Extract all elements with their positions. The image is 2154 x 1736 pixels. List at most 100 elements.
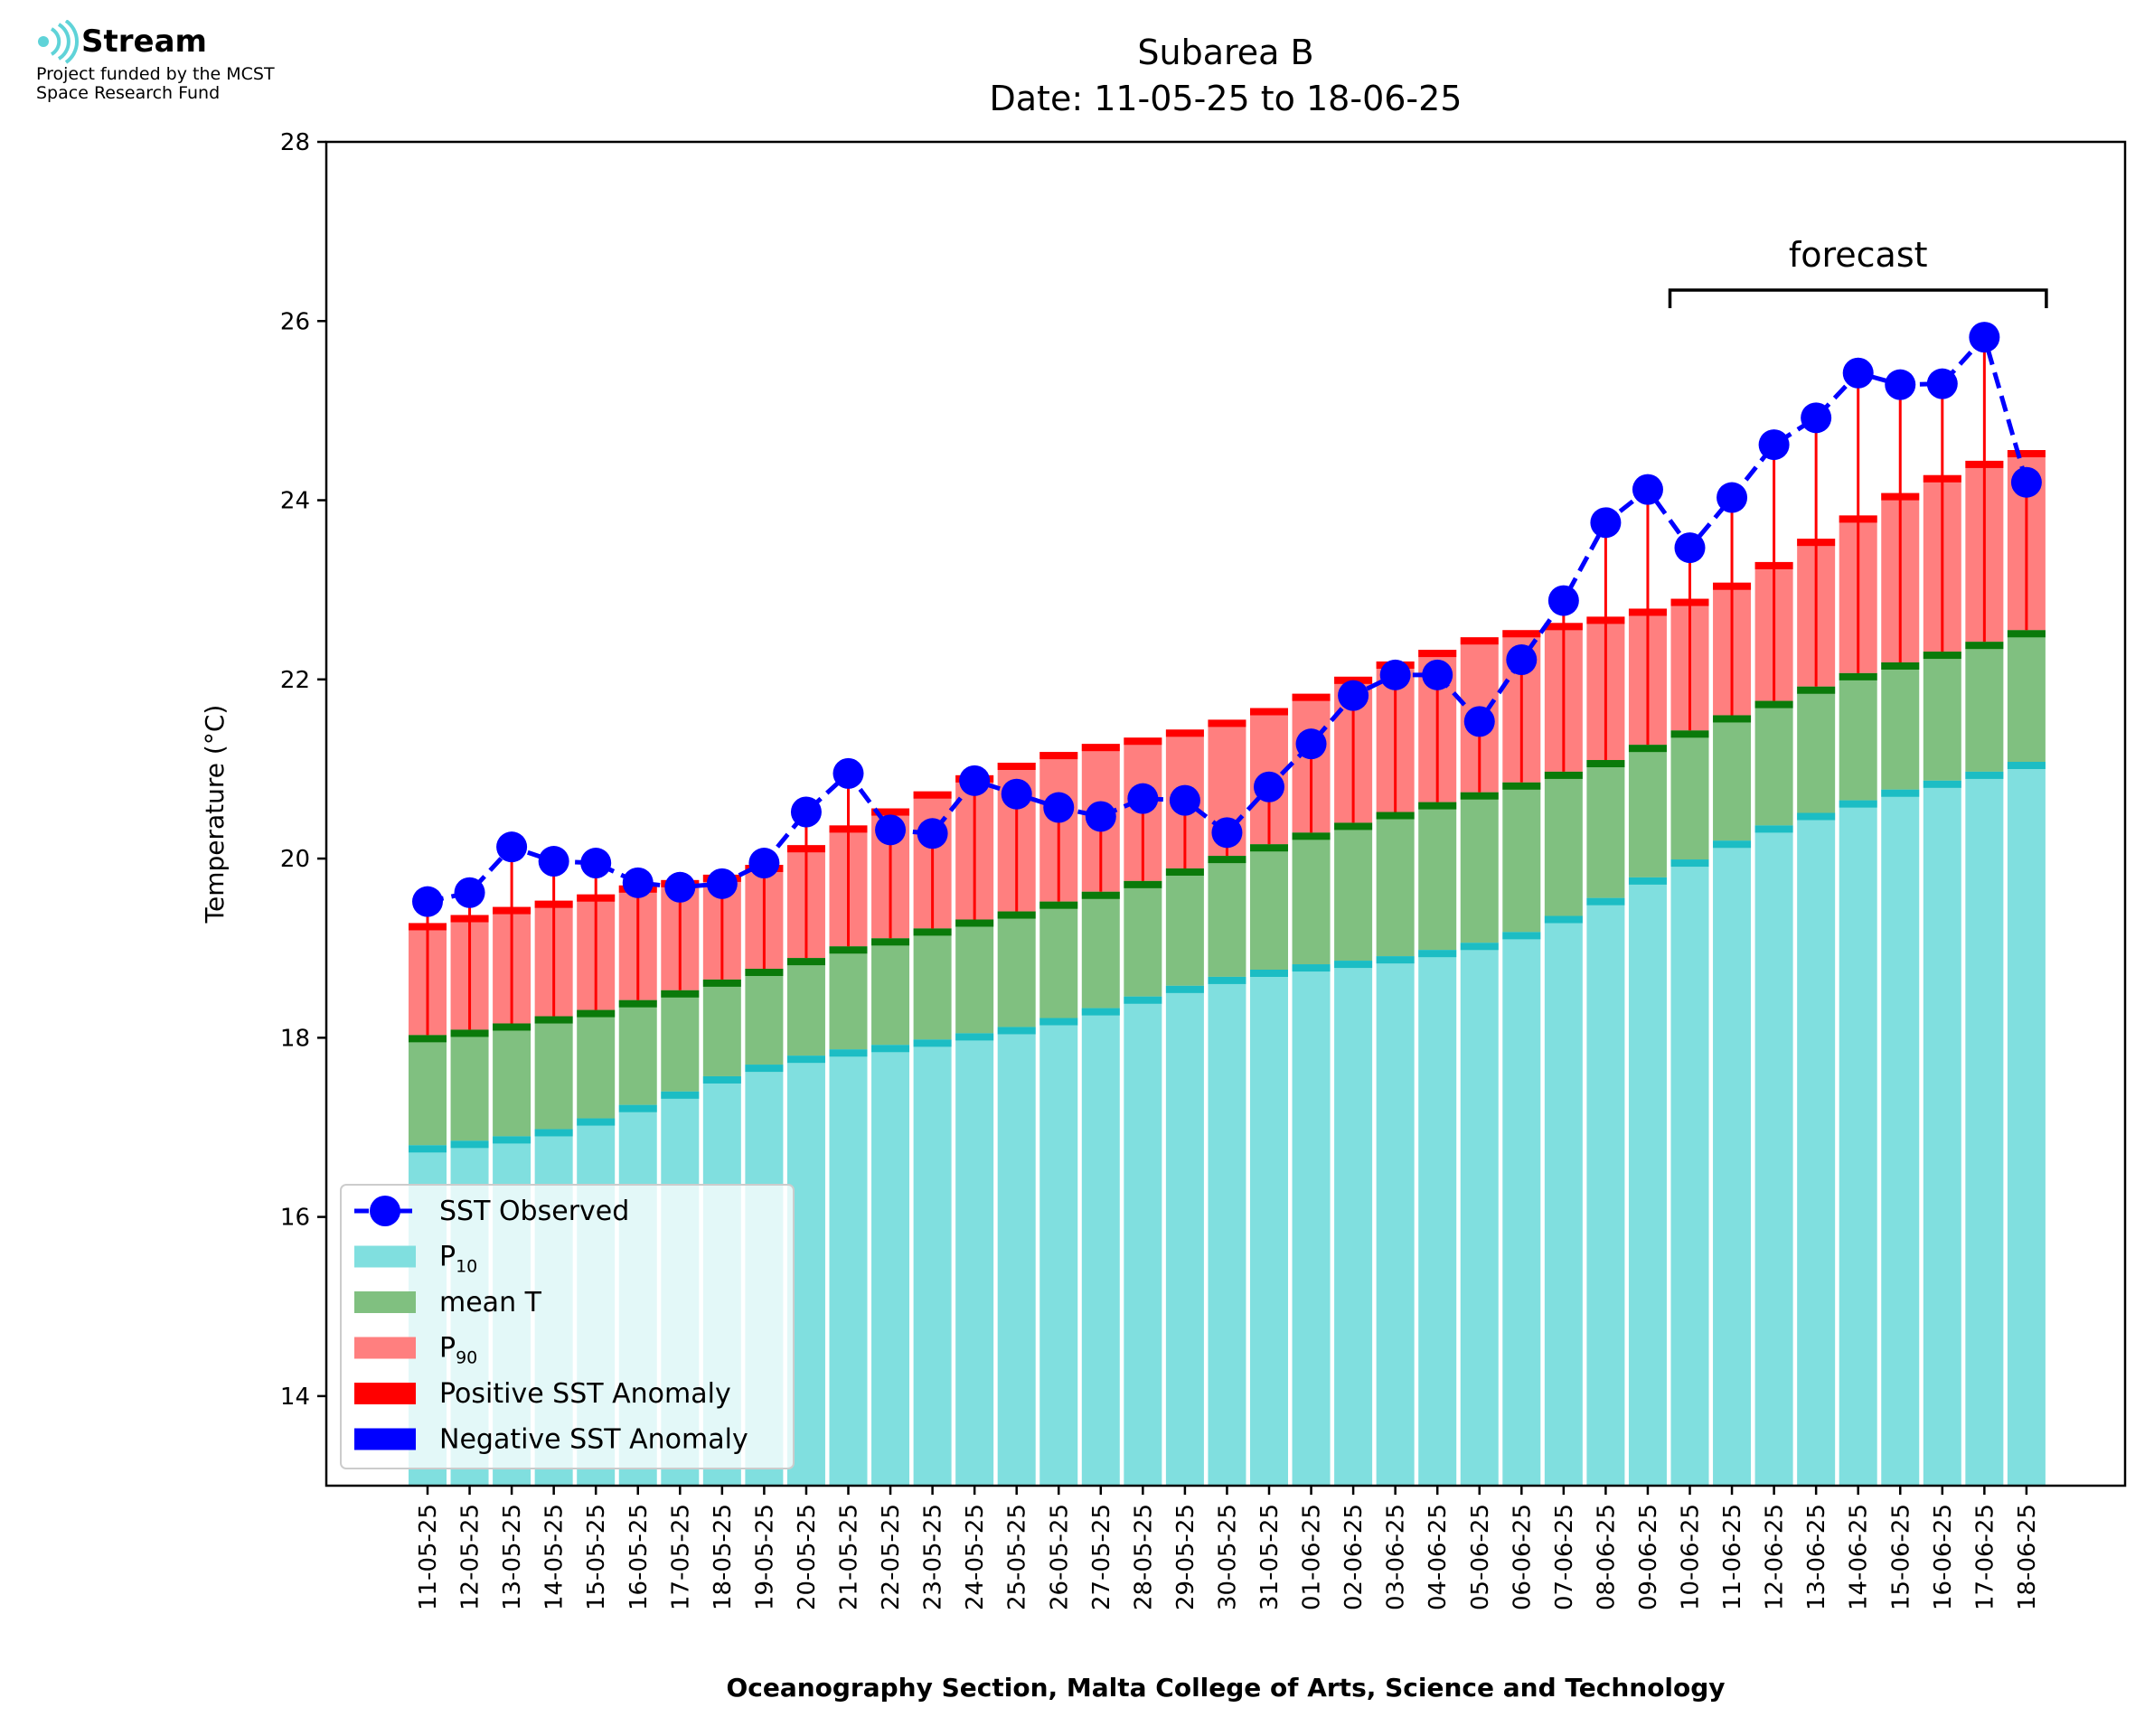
x-axis-label: Oceanography Section, Malta College of A… xyxy=(726,1673,1725,1703)
y-tick-label: 26 xyxy=(280,308,310,335)
p10-bar xyxy=(1039,1018,1078,1486)
x-tick-label: 11-05-25 xyxy=(415,1504,442,1610)
p10-bar xyxy=(1418,950,1457,1486)
brand-funding-line-2: Space Research Fund xyxy=(36,83,221,103)
forecast-bracket xyxy=(1668,288,2048,308)
p90-cap xyxy=(1081,744,1120,752)
sst-observed-point xyxy=(1717,482,1748,513)
p10-cap xyxy=(829,1049,868,1057)
p10-bar xyxy=(1250,969,1288,1486)
sst-observed-point xyxy=(1338,680,1369,711)
mean-bar xyxy=(829,946,868,1050)
p10-cap xyxy=(1670,859,1709,868)
p10-bar xyxy=(829,1049,868,1486)
mean-bar xyxy=(1292,832,1331,965)
anomaly-lines xyxy=(426,337,2028,1036)
mean-bar xyxy=(955,919,994,1034)
mean-cap xyxy=(661,990,700,998)
mean-cap xyxy=(955,919,994,927)
x-tick-label: 14-05-25 xyxy=(541,1504,569,1610)
p90-cap xyxy=(1039,752,1078,760)
mean-cap xyxy=(786,958,825,966)
p90-cap xyxy=(1460,637,1499,645)
p10-cap xyxy=(577,1118,616,1126)
legend-label-negative_anomaly: Negative SST Anomaly xyxy=(439,1424,748,1456)
mean-cap xyxy=(618,999,657,1008)
p10-bar xyxy=(1965,771,2004,1486)
sst-observed-point xyxy=(1085,801,1116,832)
p10-cap xyxy=(409,1145,447,1153)
mean-cap xyxy=(913,928,952,936)
p10-cap xyxy=(1628,877,1667,885)
p10-bar xyxy=(1334,961,1373,1486)
p10-bar xyxy=(1502,932,1541,1486)
mean-bar xyxy=(661,990,700,1092)
mean-bar xyxy=(1376,812,1415,957)
p10-cap xyxy=(1839,800,1877,808)
p10-cap xyxy=(745,1065,784,1073)
mean-bar xyxy=(1923,652,1961,781)
mean-bar xyxy=(702,979,741,1076)
sst-observed-point xyxy=(1885,369,1916,400)
sst-observed-point xyxy=(1506,643,1538,675)
p10-cap xyxy=(1923,780,1961,788)
sst-observed-point xyxy=(1463,706,1495,737)
mean-bar xyxy=(1754,700,1793,826)
mean-bar xyxy=(409,1035,447,1146)
p90-cap xyxy=(1124,737,1162,746)
mean-cap xyxy=(871,938,910,946)
mean-cap xyxy=(450,1029,489,1037)
p10-cap xyxy=(1586,897,1625,906)
p10-bar xyxy=(997,1027,1036,1486)
sst-observed-point xyxy=(664,871,696,903)
x-tick-label: 28-05-25 xyxy=(1130,1504,1157,1610)
p10-bar xyxy=(1670,859,1709,1486)
mean-bar xyxy=(1250,844,1288,970)
legend-swatch-p10 xyxy=(354,1245,416,1268)
mean-cap xyxy=(1839,672,1877,680)
mean-cap xyxy=(829,946,868,954)
mean-cap xyxy=(1460,792,1499,800)
sst-observed-point xyxy=(1211,817,1243,849)
y-tick-label: 18 xyxy=(280,1025,310,1052)
x-tick-label: 17-06-25 xyxy=(1971,1504,1999,1610)
mean-bar xyxy=(1334,822,1373,962)
mean-bar xyxy=(1502,782,1541,933)
p90-cap xyxy=(1502,630,1541,638)
p10-bar xyxy=(1923,780,1961,1486)
p10-cap xyxy=(871,1045,910,1053)
plot-frame xyxy=(325,140,2127,1487)
mean-cap xyxy=(1797,686,1836,694)
legend-box xyxy=(340,1184,795,1469)
p10-cap xyxy=(1754,825,1793,833)
sst-observed-point xyxy=(832,757,864,789)
x-tick-label: 29-05-25 xyxy=(1172,1504,1199,1610)
sst-observed-point xyxy=(1295,728,1327,760)
mean-bar xyxy=(1460,792,1499,943)
x-tick-label: 21-05-25 xyxy=(836,1504,863,1610)
p10-cap xyxy=(1039,1018,1078,1026)
mean-cap xyxy=(1376,812,1415,820)
mean-bar xyxy=(493,1023,531,1137)
p10-bar xyxy=(1881,789,1920,1486)
mean-cap xyxy=(1418,802,1457,810)
mean-cap xyxy=(534,1016,573,1024)
sst-observed-point xyxy=(1127,783,1159,814)
sst-observed-point xyxy=(1547,585,1579,616)
chart-title: Subarea B xyxy=(1137,33,1313,72)
sst-observed-point xyxy=(2010,466,2042,498)
p10-cap xyxy=(1460,943,1499,951)
mean-cap xyxy=(1965,642,2004,650)
mean-cap xyxy=(1670,730,1709,738)
p10-cap xyxy=(1965,771,2004,779)
x-tick-label: 01-06-25 xyxy=(1299,1504,1326,1610)
legend-marker-observed xyxy=(370,1196,400,1226)
y-tick-label: 22 xyxy=(280,667,310,694)
p10-bar xyxy=(1713,840,1752,1486)
mean-cap xyxy=(493,1023,531,1031)
mean-bar xyxy=(1839,672,1877,801)
mean-bar xyxy=(1124,880,1162,997)
sst-observed-point xyxy=(1379,659,1411,690)
brand-name: Stream xyxy=(81,23,207,60)
